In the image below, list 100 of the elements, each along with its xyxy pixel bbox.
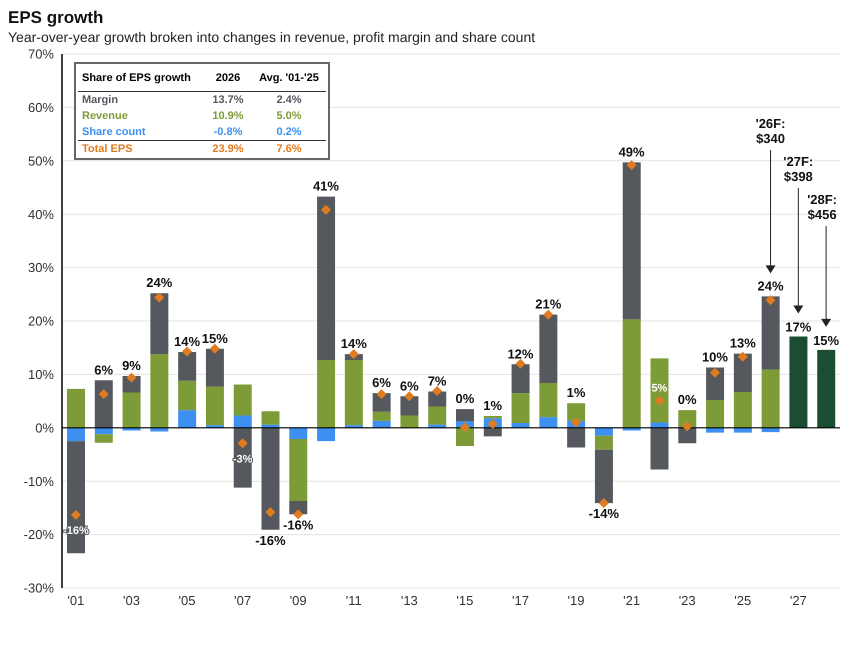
bar xyxy=(594,450,613,504)
data-label: 12% xyxy=(507,346,534,362)
bar xyxy=(762,296,780,370)
bar xyxy=(400,416,418,428)
point xyxy=(682,421,692,432)
bar xyxy=(539,417,558,428)
bar xyxy=(622,319,641,428)
bar xyxy=(372,412,391,421)
data-label: 17% xyxy=(785,319,812,334)
bar xyxy=(262,411,280,425)
point xyxy=(210,344,220,354)
data-label: 49% xyxy=(618,144,646,160)
data-label: 24% xyxy=(146,275,173,290)
chart-title: EPS growth xyxy=(8,8,104,28)
x-tick-label: '11 xyxy=(346,593,362,608)
data-label: 6% xyxy=(372,375,392,390)
y-tick-label: -30% xyxy=(24,580,54,596)
data-label: 41% xyxy=(312,178,340,194)
bar xyxy=(344,360,363,426)
data-label: 1% xyxy=(566,385,586,400)
bar xyxy=(567,403,586,421)
point xyxy=(571,417,582,428)
bar xyxy=(512,364,530,394)
point xyxy=(293,509,304,520)
text: Total EPS xyxy=(82,143,133,155)
point xyxy=(182,346,192,356)
data-label: 21% xyxy=(535,296,562,312)
data-label: 5% xyxy=(651,382,668,395)
x-tick-label: '27 xyxy=(790,593,807,608)
x-tick-label: '23 xyxy=(678,593,696,608)
data-label: 0% xyxy=(678,392,698,408)
bar xyxy=(678,428,696,444)
bar xyxy=(94,434,113,443)
bar xyxy=(400,396,418,416)
bar xyxy=(262,428,280,530)
y-tick-label: 70% xyxy=(28,46,54,62)
point xyxy=(543,310,554,320)
bar xyxy=(234,384,252,416)
annotation: 23.9% xyxy=(211,142,245,157)
point xyxy=(766,295,776,306)
annotation: 10.9% xyxy=(211,109,245,124)
bar xyxy=(706,367,724,400)
bar xyxy=(762,370,780,428)
point xyxy=(265,507,276,518)
text: Revenue xyxy=(82,110,128,122)
bar xyxy=(734,354,752,392)
bar xyxy=(512,393,530,423)
point xyxy=(432,386,442,396)
y-tick-label: 10% xyxy=(28,367,54,382)
bar xyxy=(317,196,336,360)
annotation: 13.7% xyxy=(211,93,245,108)
annotation: 0.2% xyxy=(275,125,303,140)
point xyxy=(98,389,109,400)
point xyxy=(404,391,414,402)
data-label: 15% xyxy=(202,330,228,346)
chart-subtitle: Year-over-year growth broken into changes in revenue, profit margin and share count xyxy=(8,28,536,46)
point xyxy=(460,422,470,432)
annotation: '26F: $340 xyxy=(756,116,786,146)
annotation: Avg. '01-'25 xyxy=(258,71,320,86)
bar xyxy=(178,352,196,381)
x-tick-label: '17 xyxy=(512,593,529,608)
bar xyxy=(67,388,85,428)
text: Share count xyxy=(82,126,146,138)
point xyxy=(710,368,720,378)
bar xyxy=(734,392,752,428)
data-label: 1% xyxy=(483,398,503,414)
point xyxy=(488,419,498,430)
data-label: -16% xyxy=(255,532,286,548)
y-tick-label: 40% xyxy=(28,206,54,222)
x-tick-label: '13 xyxy=(400,593,418,608)
annotation: 2026 xyxy=(214,71,242,86)
bar xyxy=(484,428,502,436)
bar xyxy=(150,354,168,428)
bar xyxy=(234,416,252,428)
bar xyxy=(150,293,168,354)
x-tick-label: '05 xyxy=(178,593,196,608)
bar xyxy=(289,428,308,440)
text: Margin xyxy=(82,94,118,106)
point xyxy=(70,510,81,520)
x-tick-label: '19 xyxy=(568,593,585,608)
data-label: 9% xyxy=(122,358,142,373)
bar xyxy=(706,400,724,428)
bar xyxy=(206,348,224,387)
point xyxy=(320,204,331,215)
bar xyxy=(650,428,668,470)
x-tick-label: '09 xyxy=(290,593,307,608)
y-tick-label: 20% xyxy=(28,314,54,329)
point xyxy=(515,358,526,369)
bar xyxy=(428,391,446,406)
data-label: 7% xyxy=(428,373,447,388)
data-label: -16% xyxy=(283,517,314,532)
x-tick-label: '15 xyxy=(456,593,474,608)
bar xyxy=(817,350,836,428)
bar xyxy=(789,336,808,428)
point xyxy=(598,498,609,508)
bar xyxy=(594,436,613,450)
data-label: 13% xyxy=(730,336,756,351)
y-tick-label: -20% xyxy=(24,527,54,542)
y-tick-label: 50% xyxy=(28,153,54,168)
data-label: 15% xyxy=(813,332,840,348)
